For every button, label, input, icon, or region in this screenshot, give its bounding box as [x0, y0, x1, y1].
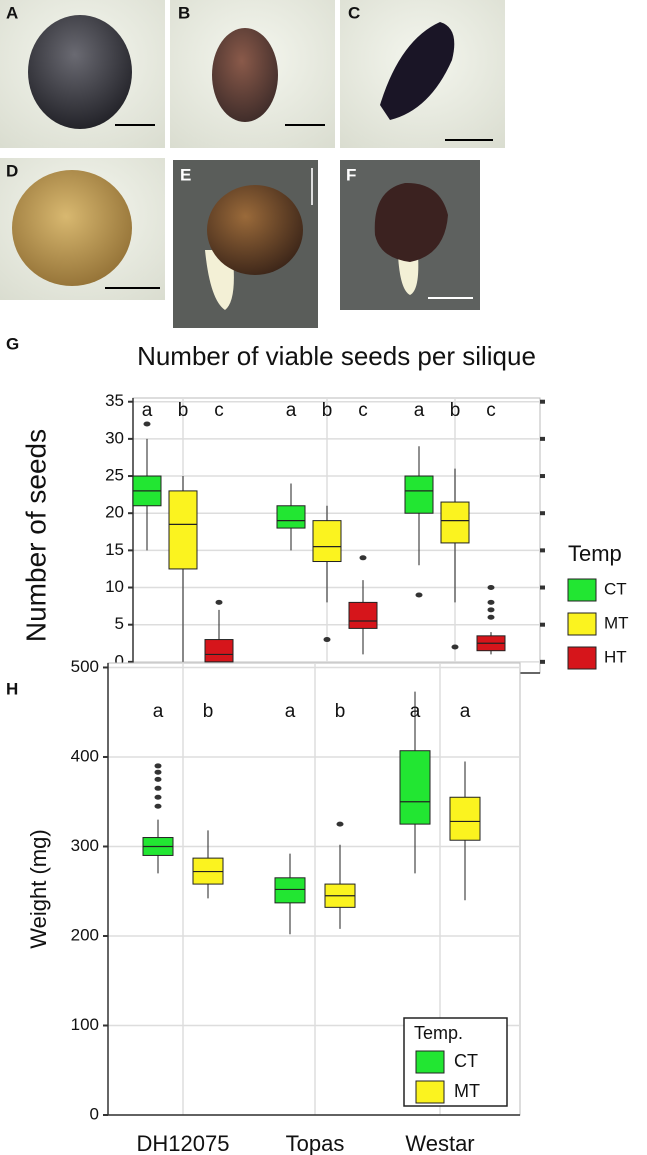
significance-letter: a	[410, 701, 421, 722]
significance-letter: a	[460, 701, 471, 722]
y-tick-label: 20	[105, 503, 124, 522]
panel-label: B	[178, 3, 190, 22]
y-tick-label: 400	[71, 746, 99, 765]
significance-letter: c	[486, 400, 496, 421]
y-tick-label: 0	[115, 651, 124, 670]
radicle	[398, 255, 419, 295]
legend-swatch	[567, 612, 597, 636]
legend-swatch	[415, 1080, 445, 1104]
legend-label: CT	[604, 579, 627, 598]
x-tick-label: DH12075	[137, 1131, 230, 1155]
box	[204, 639, 234, 663]
seed	[212, 28, 278, 122]
significance-letter: b	[322, 400, 333, 421]
box	[440, 501, 470, 544]
seed	[12, 170, 132, 286]
box	[276, 505, 306, 529]
legend-label: CT	[454, 1051, 478, 1071]
significance-letter: b	[450, 400, 461, 421]
x-tick-label: Topas	[286, 1131, 345, 1155]
y-tick-label: 200	[71, 925, 99, 944]
outlier	[487, 599, 495, 605]
seed	[207, 185, 303, 275]
y-tick-label: 100	[71, 1015, 99, 1034]
outlier	[487, 614, 495, 620]
legend-title: Temp.	[414, 1023, 463, 1043]
box	[168, 490, 198, 570]
outlier	[487, 585, 495, 591]
legend-swatch	[415, 1050, 445, 1074]
y-tick-label: 15	[105, 540, 124, 559]
significance-letter: c	[214, 400, 224, 421]
box	[348, 601, 378, 629]
panel-label: E	[180, 165, 191, 184]
panel-label: F	[346, 165, 356, 184]
outlier	[487, 607, 495, 613]
outlier	[336, 821, 344, 827]
box	[312, 520, 342, 563]
panel-label: H	[6, 679, 18, 698]
panel-label: C	[348, 3, 360, 22]
outlier	[154, 776, 162, 782]
chart-title: Number of viable seeds per silique	[137, 341, 536, 371]
outlier	[154, 763, 162, 769]
seed	[374, 182, 448, 262]
y-tick-label: 25	[105, 466, 124, 485]
outlier	[215, 599, 223, 605]
legend-swatch	[567, 578, 597, 602]
y-axis-label: Number of seeds	[20, 429, 51, 642]
y-axis-label: Weight (mg)	[26, 829, 51, 948]
significance-letter: a	[285, 701, 296, 722]
outlier	[143, 421, 151, 427]
outlier	[154, 794, 162, 800]
box	[449, 796, 481, 841]
box	[404, 475, 434, 514]
y-tick-label: 35	[105, 391, 124, 410]
y-tick-label: 30	[105, 428, 124, 447]
photos: A B C D E F	[0, 0, 505, 328]
significance-letter: a	[153, 701, 164, 722]
box	[274, 877, 306, 904]
legend-title: Temp	[568, 541, 622, 566]
y-tick-label: 10	[105, 577, 124, 596]
x-tick-label: Westar	[405, 1131, 474, 1155]
legend-label: MT	[454, 1081, 480, 1101]
legend-label: HT	[604, 647, 627, 666]
significance-letter: b	[335, 701, 346, 722]
outlier	[154, 803, 162, 809]
outlier	[323, 637, 331, 643]
y-tick-label: 0	[90, 1104, 99, 1123]
significance-letter: a	[414, 400, 425, 421]
y-tick-label: 300	[71, 836, 99, 855]
legend-label: MT	[604, 613, 629, 632]
significance-letter: a	[286, 400, 297, 421]
significance-letter: b	[203, 701, 214, 722]
panel-label: G	[6, 334, 19, 353]
outlier	[451, 644, 459, 650]
significance-letter: b	[178, 400, 189, 421]
panel-label: D	[6, 161, 18, 180]
seed	[380, 22, 455, 120]
significance-letter: a	[142, 400, 153, 421]
y-tick-label: 5	[115, 614, 124, 633]
legend-swatch	[567, 646, 597, 670]
panel-label: A	[6, 3, 18, 22]
box	[399, 750, 431, 825]
outlier	[415, 592, 423, 598]
outlier	[154, 785, 162, 791]
y-tick-label: 500	[71, 657, 99, 676]
significance-letter: c	[358, 400, 368, 421]
outlier	[154, 769, 162, 775]
outlier	[359, 555, 367, 561]
seed	[28, 15, 132, 129]
